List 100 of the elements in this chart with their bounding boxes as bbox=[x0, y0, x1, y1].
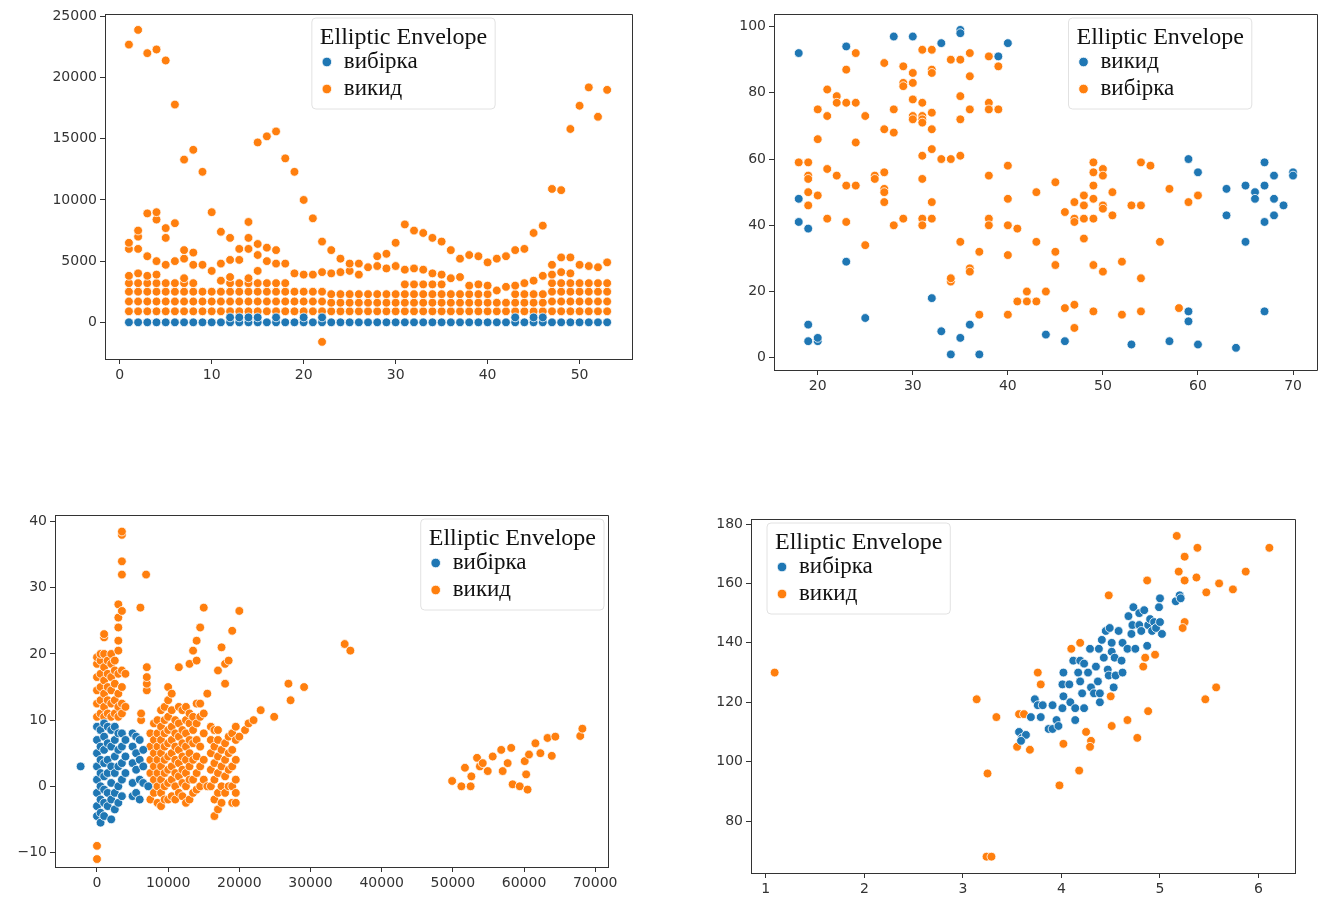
point bbox=[955, 333, 966, 343]
point bbox=[936, 326, 947, 337]
point bbox=[1179, 551, 1190, 562]
point bbox=[841, 256, 852, 267]
point bbox=[1278, 200, 1289, 211]
legend-title: Elliptic Envelope bbox=[319, 23, 488, 50]
point bbox=[1164, 336, 1175, 346]
x-tick-label: 60 bbox=[1189, 377, 1207, 394]
y-tick-label: 60 bbox=[748, 149, 766, 166]
point bbox=[1074, 765, 1084, 776]
point bbox=[1214, 578, 1224, 589]
x-tick-label: 50 bbox=[570, 366, 589, 383]
point bbox=[1250, 193, 1260, 204]
point bbox=[927, 293, 937, 303]
point bbox=[1142, 575, 1152, 586]
point bbox=[1041, 329, 1051, 340]
point bbox=[1193, 167, 1203, 178]
legend-label: вибірка bbox=[1100, 75, 1175, 101]
y-tick-label: 10 bbox=[29, 710, 47, 727]
point bbox=[1269, 210, 1279, 221]
point bbox=[1269, 193, 1279, 204]
point bbox=[1032, 667, 1043, 678]
x-tick-label: 2 bbox=[859, 880, 869, 897]
y-tick-label: 40 bbox=[748, 215, 766, 232]
point bbox=[1085, 741, 1095, 752]
point bbox=[1200, 694, 1211, 705]
legend-label: вибірка bbox=[799, 553, 873, 579]
x-tick-label: 70000 bbox=[572, 874, 618, 891]
point bbox=[1259, 180, 1270, 191]
x-tick-label: 20 bbox=[294, 366, 313, 383]
y-tick-label: 20 bbox=[29, 644, 47, 661]
point bbox=[1193, 339, 1203, 350]
point bbox=[803, 223, 814, 234]
x-tick-label: 5 bbox=[1155, 880, 1165, 897]
point bbox=[1054, 780, 1065, 791]
y-tick-label: 0 bbox=[38, 776, 47, 793]
point bbox=[1240, 180, 1251, 191]
x-tick-label: 20 bbox=[808, 377, 827, 394]
point bbox=[793, 193, 804, 204]
point bbox=[1259, 306, 1270, 317]
point bbox=[1228, 584, 1238, 595]
point bbox=[1192, 543, 1203, 553]
point bbox=[1058, 739, 1069, 749]
y-tick-label: 140 bbox=[716, 633, 743, 650]
x-tick-label: 6 bbox=[1254, 880, 1264, 897]
point bbox=[1259, 157, 1270, 168]
point bbox=[1183, 306, 1194, 317]
y-tick-label: 5000 bbox=[61, 251, 97, 268]
point bbox=[991, 712, 1002, 722]
point bbox=[1003, 38, 1013, 48]
point bbox=[907, 31, 918, 42]
x-tick-label: 10000 bbox=[145, 874, 191, 891]
point bbox=[1240, 566, 1251, 577]
point bbox=[965, 319, 975, 330]
x-tick-label: 30 bbox=[386, 366, 405, 383]
legend-label: викид bbox=[452, 576, 512, 602]
y-tick-label: 0 bbox=[88, 312, 97, 329]
point bbox=[993, 51, 1004, 62]
y-tick-label: 25000 bbox=[52, 7, 97, 24]
point bbox=[1173, 566, 1184, 577]
legend-title: Elliptic Envelope bbox=[428, 524, 597, 551]
point bbox=[955, 28, 966, 39]
x-tick-label: 3 bbox=[958, 880, 968, 897]
point bbox=[1060, 336, 1070, 346]
point bbox=[793, 217, 804, 227]
y-tick-label: 120 bbox=[716, 692, 743, 709]
point bbox=[1126, 339, 1137, 350]
y-tick-label: 160 bbox=[716, 574, 743, 591]
point bbox=[1183, 316, 1194, 327]
legend-label: вибірка bbox=[343, 48, 418, 74]
legend-title: Elliptic Envelope bbox=[1076, 23, 1244, 50]
point bbox=[769, 667, 780, 678]
point bbox=[982, 768, 993, 779]
point bbox=[1177, 623, 1188, 633]
point bbox=[1179, 575, 1190, 586]
x-tick-label: 4 bbox=[1056, 880, 1066, 897]
point bbox=[1138, 661, 1149, 672]
point bbox=[1066, 643, 1077, 654]
y-tick-label: 80 bbox=[725, 811, 743, 828]
y-tick-label: 15000 bbox=[52, 129, 97, 146]
point bbox=[1191, 572, 1202, 583]
x-tick-label: 10 bbox=[202, 366, 221, 383]
point bbox=[1025, 744, 1035, 755]
point bbox=[1140, 652, 1150, 663]
legend-label: вибірка bbox=[452, 549, 527, 575]
point bbox=[1221, 210, 1232, 221]
point bbox=[888, 31, 899, 42]
point bbox=[1081, 727, 1091, 737]
y-tick-label: 20000 bbox=[52, 68, 97, 85]
point bbox=[1075, 638, 1085, 648]
point bbox=[1183, 154, 1194, 164]
x-tick-label: 30000 bbox=[288, 874, 333, 891]
x-tick-label: 30 bbox=[903, 377, 922, 394]
point bbox=[986, 851, 997, 862]
point bbox=[946, 349, 956, 360]
y-tick-label: 10000 bbox=[52, 190, 97, 207]
y-tick-label: 100 bbox=[739, 17, 766, 34]
point bbox=[1103, 590, 1114, 601]
point bbox=[1132, 733, 1143, 743]
legend-label: викид bbox=[1100, 48, 1160, 74]
